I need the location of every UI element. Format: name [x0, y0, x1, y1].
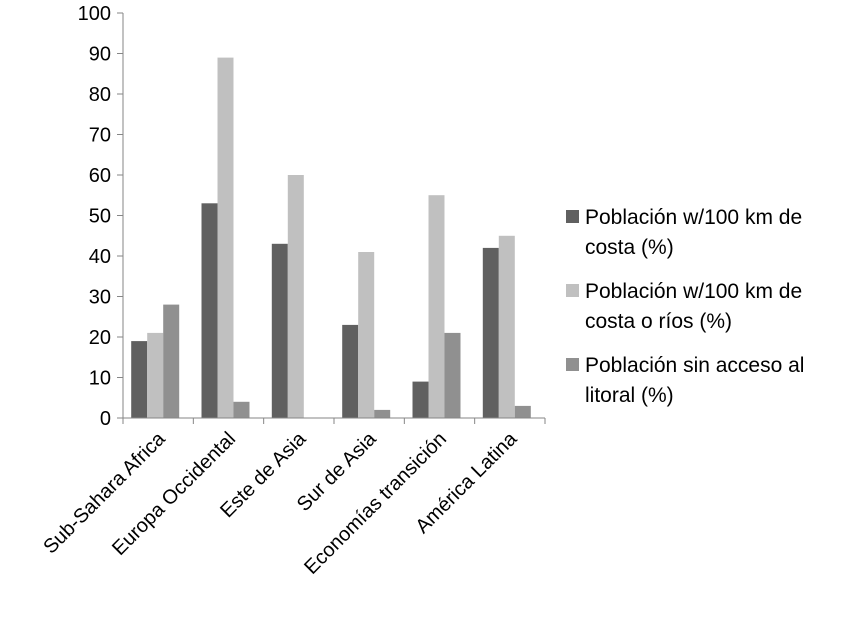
- y-tick-label: 40: [89, 246, 111, 268]
- bar-3-4: [374, 409, 391, 418]
- bar-3-6: [514, 405, 531, 418]
- y-tick-label: 100: [78, 3, 111, 25]
- bar-2-2: [217, 57, 234, 418]
- y-tick-label: 90: [89, 44, 111, 66]
- y-tick-label: 20: [89, 327, 111, 349]
- bar-2-4: [358, 252, 375, 418]
- legend-item-series-3: Población sin acceso al litoral (%): [566, 351, 846, 411]
- y-tick-label: 70: [89, 125, 111, 147]
- bar-2-3: [287, 175, 304, 418]
- bar-1-3: [271, 243, 288, 418]
- y-tick-label: 60: [89, 165, 111, 187]
- bar-3-5: [444, 332, 461, 418]
- bar-1-1: [131, 341, 148, 418]
- bar-2-6: [498, 235, 515, 419]
- legend-label-series-2: Población w/100 km de costa o ríos (%): [585, 280, 803, 333]
- x-category-label: Economías transición: [300, 428, 451, 579]
- bars-group: [131, 57, 531, 419]
- legend: Población w/100 km de costa (%) Població…: [566, 203, 846, 425]
- legend-swatch-series-1: [566, 210, 579, 223]
- bar-2-5: [428, 195, 445, 418]
- x-category-label: Europa Occidental: [108, 428, 240, 560]
- bar-1-5: [412, 381, 429, 418]
- bar-1-2: [201, 203, 218, 418]
- legend-swatch-series-2: [566, 284, 579, 297]
- bar-3-1: [163, 304, 180, 418]
- bar-2-1: [147, 332, 164, 418]
- legend-label-series-3: Población sin acceso al litoral (%): [585, 354, 805, 407]
- x-category-label: Sub-Sahara Africa: [39, 427, 170, 558]
- legend-item-series-1: Población w/100 km de costa (%): [566, 203, 846, 263]
- y-tick-label: 80: [89, 84, 111, 106]
- bar-3-2: [233, 401, 250, 418]
- legend-swatch-series-3: [566, 358, 579, 371]
- legend-item-series-2: Población w/100 km de costa o ríos (%): [566, 277, 846, 337]
- y-tick-label: 10: [89, 368, 111, 390]
- y-tick-label: 30: [89, 287, 111, 309]
- y-tick-label: 50: [89, 206, 111, 228]
- y-tick-label: 0: [100, 408, 111, 430]
- bar-1-6: [482, 247, 499, 418]
- bar-1-4: [342, 324, 359, 418]
- legend-label-series-1: Población w/100 km de costa (%): [585, 206, 803, 259]
